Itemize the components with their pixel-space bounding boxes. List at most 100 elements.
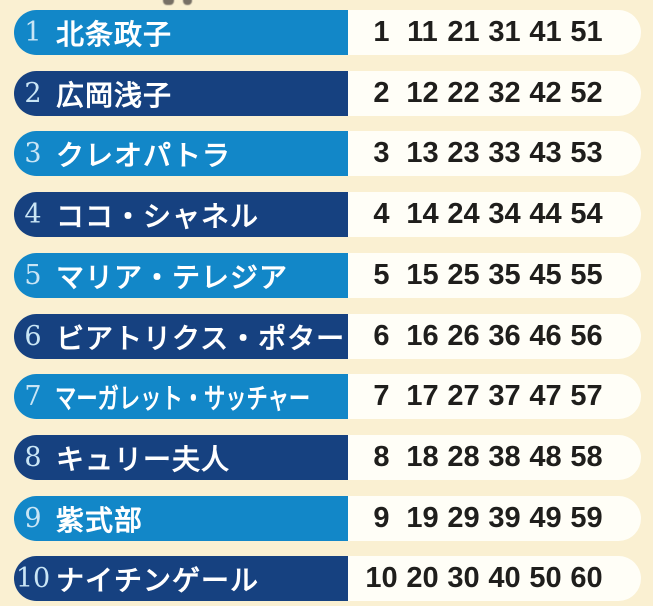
person-name: 広岡浅子 xyxy=(56,79,173,111)
answer-number: 29 xyxy=(447,502,480,534)
person-name: マーガレット・サッチャー xyxy=(55,382,311,414)
list-row: 3 クレオパトラ 3 13 23 33 43 53 xyxy=(14,131,641,176)
answer-number: 31 xyxy=(488,16,521,48)
row-index: 10 xyxy=(15,563,51,594)
person-name: マリア・テレジア xyxy=(56,261,289,293)
answer-number: 17 xyxy=(406,380,439,412)
numbers-panel: 1 11 21 31 41 51 xyxy=(348,10,641,55)
name-label-bar: 4 ココ・シャネル xyxy=(14,192,348,237)
list-row: 2 広岡浅子 2 12 22 32 42 52 xyxy=(14,71,641,116)
answer-number: 57 xyxy=(570,380,603,412)
name-label-bar: 6 ビアトリクス・ポター xyxy=(14,314,348,359)
row-index: 1 xyxy=(24,17,42,48)
answer-number: 32 xyxy=(488,77,521,109)
answer-number: 12 xyxy=(406,77,439,109)
row-index: 6 xyxy=(24,321,42,352)
answer-number: 10 xyxy=(365,562,398,594)
answer-number: 30 xyxy=(447,562,480,594)
answer-number: 54 xyxy=(570,198,603,230)
answer-number: 28 xyxy=(447,441,480,473)
cropped-text-remnant xyxy=(163,0,174,5)
name-label-bar: 5 マリア・テレジア xyxy=(14,253,348,298)
answer-number: 43 xyxy=(529,137,562,169)
row-index: 7 xyxy=(24,381,42,412)
answer-number: 22 xyxy=(447,77,480,109)
numbers-panel: 7 17 27 37 47 57 xyxy=(348,374,641,419)
answer-number: 50 xyxy=(529,562,562,594)
name-label-bar: 3 クレオパトラ xyxy=(14,131,348,176)
list-row: 10 ナイチンゲール 10 20 30 40 50 60 xyxy=(14,556,641,601)
numbers-panel: 4 14 24 34 44 54 xyxy=(348,192,641,237)
answer-number: 4 xyxy=(373,198,390,230)
list-row: 9 紫式部 9 19 29 39 49 59 xyxy=(14,496,641,541)
answer-number: 58 xyxy=(570,441,603,473)
answer-number: 33 xyxy=(488,137,521,169)
cropped-text-remnant xyxy=(183,0,192,5)
answer-number: 44 xyxy=(529,198,562,230)
numbers-panel: 3 13 23 33 43 53 xyxy=(348,131,641,176)
row-index: 2 xyxy=(24,78,42,109)
answer-number: 7 xyxy=(373,380,390,412)
answer-number: 52 xyxy=(570,77,603,109)
answer-number: 38 xyxy=(488,441,521,473)
answer-number: 48 xyxy=(529,441,562,473)
person-name: 紫式部 xyxy=(56,504,144,536)
answer-number: 25 xyxy=(447,259,480,291)
answer-number: 13 xyxy=(406,137,439,169)
answer-number: 39 xyxy=(488,502,521,534)
answer-number: 1 xyxy=(373,16,390,48)
answer-number: 60 xyxy=(570,562,603,594)
answer-number: 20 xyxy=(406,562,439,594)
answer-number: 2 xyxy=(373,77,390,109)
row-index: 3 xyxy=(24,138,42,169)
list-row: 4 ココ・シャネル 4 14 24 34 44 54 xyxy=(14,192,641,237)
numbers-panel: 9 19 29 39 49 59 xyxy=(348,496,641,541)
numbers-panel: 6 16 26 36 46 56 xyxy=(348,314,641,359)
answer-number: 35 xyxy=(488,259,521,291)
answer-number: 37 xyxy=(488,380,521,412)
answer-number: 11 xyxy=(407,16,438,48)
answer-number: 16 xyxy=(406,320,439,352)
answer-number: 41 xyxy=(529,16,562,48)
answer-number: 21 xyxy=(447,16,480,48)
answer-number: 49 xyxy=(529,502,562,534)
numbers-panel: 2 12 22 32 42 52 xyxy=(348,71,641,116)
name-label-bar: 9 紫式部 xyxy=(14,496,348,541)
row-index: 8 xyxy=(24,442,42,473)
answer-number: 40 xyxy=(488,562,521,594)
row-index: 5 xyxy=(24,260,42,291)
answer-number: 55 xyxy=(570,259,603,291)
answer-number: 42 xyxy=(529,77,562,109)
answer-number: 26 xyxy=(447,320,480,352)
answer-number: 5 xyxy=(373,259,390,291)
answer-number: 18 xyxy=(406,441,439,473)
answer-number: 14 xyxy=(406,198,439,230)
person-name: ビアトリクス・ポター xyxy=(56,322,346,354)
answer-number: 46 xyxy=(529,320,562,352)
answer-number: 27 xyxy=(447,380,480,412)
list-row: 7 マーガレット・サッチャー 7 17 27 37 47 57 xyxy=(14,374,641,419)
answer-number: 34 xyxy=(488,198,521,230)
list-row: 6 ビアトリクス・ポター 6 16 26 36 46 56 xyxy=(14,314,641,359)
answer-number: 51 xyxy=(570,16,603,48)
row-index: 4 xyxy=(24,199,42,230)
answer-number: 47 xyxy=(529,380,562,412)
name-label-bar: 1 北条政子 xyxy=(14,10,348,55)
name-label-bar: 7 マーガレット・サッチャー xyxy=(14,374,348,419)
answer-number: 36 xyxy=(488,320,521,352)
answer-number: 24 xyxy=(447,198,480,230)
answer-number: 53 xyxy=(570,137,603,169)
answer-number: 3 xyxy=(373,137,390,169)
numbers-panel: 10 20 30 40 50 60 xyxy=(348,556,641,601)
numbers-panel: 8 18 28 38 48 58 xyxy=(348,435,641,480)
name-label-bar: 8 キュリー夫人 xyxy=(14,435,348,480)
answer-number: 6 xyxy=(373,320,390,352)
person-name: 北条政子 xyxy=(56,18,173,50)
name-label-bar: 2 広岡浅子 xyxy=(14,71,348,116)
person-name: キュリー夫人 xyxy=(56,443,231,475)
row-index: 9 xyxy=(24,503,42,534)
name-label-bar: 10 ナイチンゲール xyxy=(14,556,348,601)
answer-number: 19 xyxy=(406,502,439,534)
answer-number: 59 xyxy=(570,502,603,534)
